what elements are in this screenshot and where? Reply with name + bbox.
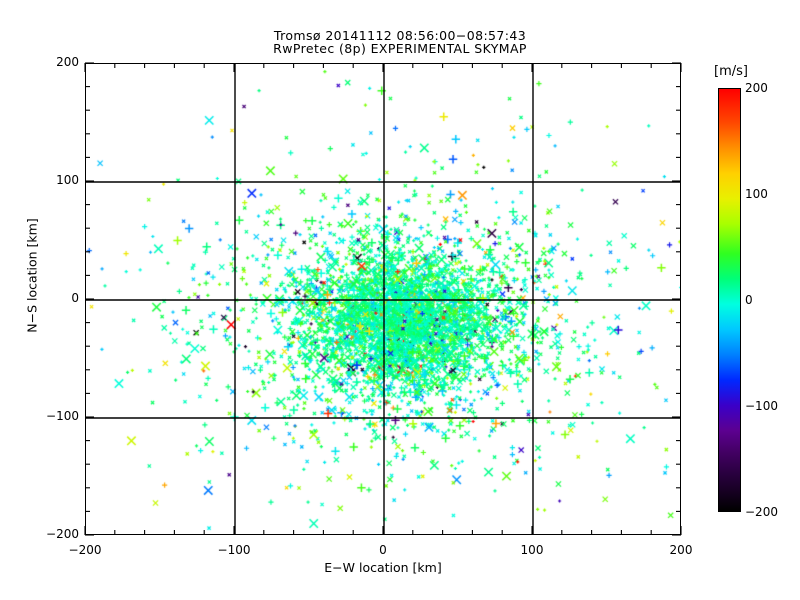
- x-axis-label: E−W location [km]: [324, 560, 442, 575]
- scatter-plot-area: [85, 63, 681, 535]
- x-tick-label: 100: [520, 543, 544, 557]
- colorbar-tick-label: −100: [745, 399, 778, 413]
- colorbar-tick-label: 0: [745, 293, 753, 307]
- y-tick-label: 100: [56, 173, 79, 187]
- x-tick-label: 200: [669, 543, 693, 557]
- plot-title-line1: Tromsø 20141112 08:56:00−08:57:43: [273, 28, 527, 43]
- x-tick-label: 0: [379, 543, 387, 557]
- gridlines: [86, 64, 680, 534]
- plot-title-line2: RwPretec (8p) EXPERIMENTAL SKYMAP: [273, 41, 527, 56]
- colorbar-tick-label: 100: [745, 187, 768, 201]
- y-axis-label: N−S location [km]: [24, 218, 40, 333]
- y-tick-label: −200: [46, 527, 79, 541]
- x-tick-label: −100: [217, 543, 251, 557]
- y-tick-label: −100: [46, 409, 79, 423]
- colorbar-tick-label: −200: [745, 505, 778, 519]
- colorbar-unit-label: [m/s]: [714, 64, 748, 79]
- y-tick-label: 0: [71, 291, 79, 305]
- colorbar: [718, 88, 741, 512]
- y-tick-label: 200: [56, 55, 79, 69]
- colorbar-gradient: [718, 88, 741, 512]
- x-tick-label: −200: [68, 543, 102, 557]
- colorbar-tick-label: 200: [745, 81, 768, 95]
- scatter-points-layer: [86, 64, 680, 534]
